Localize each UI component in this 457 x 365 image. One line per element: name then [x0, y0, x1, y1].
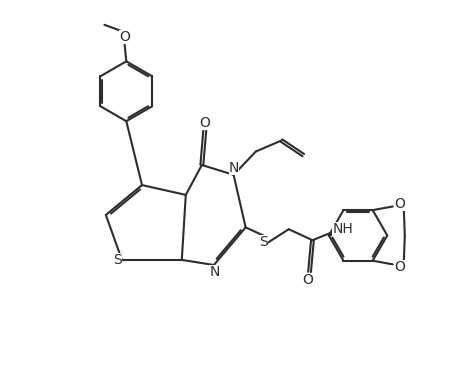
Text: O: O — [199, 116, 210, 130]
Text: O: O — [394, 197, 405, 211]
Text: N: N — [209, 265, 220, 279]
Text: NH: NH — [332, 222, 353, 236]
Text: N: N — [229, 161, 239, 175]
Text: S: S — [113, 253, 122, 267]
Text: O: O — [394, 260, 405, 274]
Text: O: O — [302, 273, 313, 287]
Text: S: S — [259, 235, 268, 249]
Text: O: O — [119, 30, 130, 44]
